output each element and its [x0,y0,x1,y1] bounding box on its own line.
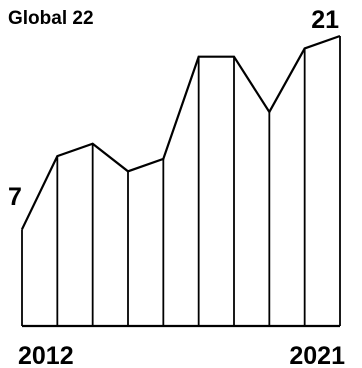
series-line [21,34,341,230]
chart-title: Global 22 [8,8,94,29]
last-value-label: 21 [311,6,339,34]
x-start-label: 2012 [18,342,74,368]
drop-lines [21,36,341,326]
x-end-label: 2021 [289,342,345,368]
first-value-label: 7 [8,183,22,211]
